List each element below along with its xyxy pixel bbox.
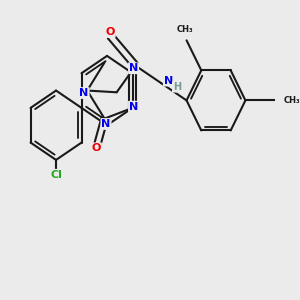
Text: N: N	[101, 119, 111, 129]
Text: N: N	[164, 76, 173, 85]
Text: N: N	[129, 63, 138, 73]
Text: Cl: Cl	[50, 170, 62, 180]
Text: CH₃: CH₃	[176, 25, 193, 34]
Text: O: O	[92, 143, 101, 153]
Text: N: N	[80, 88, 89, 98]
Text: O: O	[105, 27, 115, 37]
Text: CH₃: CH₃	[283, 96, 300, 105]
Text: N: N	[129, 102, 138, 112]
Text: H: H	[173, 82, 181, 92]
